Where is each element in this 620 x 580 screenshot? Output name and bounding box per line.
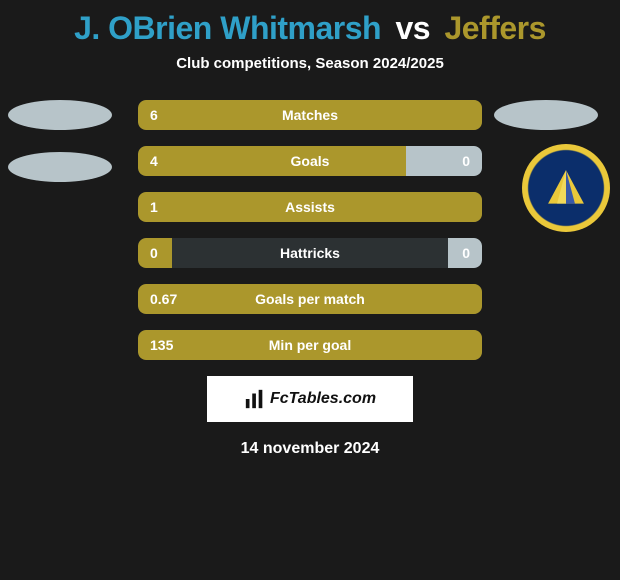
stat-label: Min per goal bbox=[138, 330, 482, 360]
stat-value-left: 0 bbox=[150, 238, 158, 268]
subtitle: Club competitions, Season 2024/2025 bbox=[0, 55, 620, 72]
branding-text: FcTables.com bbox=[270, 390, 376, 408]
player1-photo-placeholder-2 bbox=[8, 152, 112, 182]
stat-row: Matches6 bbox=[138, 100, 482, 130]
stat-row: Min per goal135 bbox=[138, 330, 482, 360]
stat-bars: Matches6Goals40Assists1Hattricks00Goals … bbox=[138, 100, 482, 360]
stat-row: Assists1 bbox=[138, 192, 482, 222]
branding-box: FcTables.com bbox=[207, 376, 413, 422]
stat-value-left: 4 bbox=[150, 146, 158, 176]
stat-value-right: 0 bbox=[462, 238, 470, 268]
player2-name: Jeffers bbox=[444, 10, 545, 46]
comparison-title: J. OBrien Whitmarsh vs Jeffers bbox=[0, 0, 620, 47]
club-badge-icon bbox=[522, 144, 610, 232]
stat-value-right: 0 bbox=[462, 146, 470, 176]
player2-photo-placeholder bbox=[494, 100, 598, 130]
stat-value-left: 1 bbox=[150, 192, 158, 222]
stat-row: Goals per match0.67 bbox=[138, 284, 482, 314]
stat-row: Hattricks0 0 bbox=[138, 238, 482, 268]
stat-row: Goals4 0 bbox=[138, 146, 482, 176]
club-badge-svg bbox=[538, 160, 594, 216]
stat-value-left: 6 bbox=[150, 100, 158, 130]
stat-label: Matches bbox=[138, 100, 482, 130]
comparison-area: Matches6Goals40Assists1Hattricks00Goals … bbox=[0, 100, 620, 360]
vs-text: vs bbox=[395, 10, 430, 46]
stat-label: Assists bbox=[138, 192, 482, 222]
stat-label: Hattricks bbox=[138, 238, 482, 268]
stat-label: Goals per match bbox=[138, 284, 482, 314]
stat-value-left: 135 bbox=[150, 330, 173, 360]
player1-photo-placeholder-1 bbox=[8, 100, 112, 130]
player1-name: J. OBrien Whitmarsh bbox=[74, 10, 381, 46]
stat-value-left: 0.67 bbox=[150, 284, 177, 314]
bar-chart-icon bbox=[244, 388, 266, 410]
date-text: 14 november 2024 bbox=[0, 440, 620, 458]
stat-label: Goals bbox=[138, 146, 482, 176]
